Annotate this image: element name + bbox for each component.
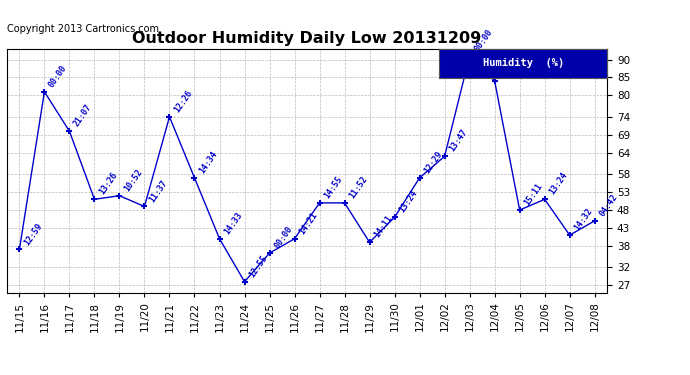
Title: Outdoor Humidity Daily Low 20131209: Outdoor Humidity Daily Low 20131209 <box>132 31 482 46</box>
Text: 04:42: 04:42 <box>598 192 619 218</box>
Text: 21:07: 21:07 <box>72 103 94 128</box>
Text: 00:00: 00:00 <box>473 27 494 53</box>
Text: Copyright 2013 Cartronics.com: Copyright 2013 Cartronics.com <box>7 24 159 34</box>
Text: 23:41: 23:41 <box>497 53 519 78</box>
Text: 13:24: 13:24 <box>397 189 419 214</box>
Text: 12:26: 12:26 <box>172 88 194 114</box>
Text: 14:33: 14:33 <box>222 210 244 236</box>
Text: 14:34: 14:34 <box>197 149 219 175</box>
Text: 00:00: 00:00 <box>273 225 294 250</box>
Text: 12:55: 12:55 <box>247 254 269 279</box>
Text: 12:29: 12:29 <box>422 149 444 175</box>
Text: 14:55: 14:55 <box>322 174 344 200</box>
Text: 00:00: 00:00 <box>47 63 69 89</box>
Text: 10:52: 10:52 <box>122 167 144 193</box>
Text: 13:26: 13:26 <box>97 171 119 196</box>
Text: 13:47: 13:47 <box>447 128 469 153</box>
Text: 14:21: 14:21 <box>297 210 319 236</box>
Text: 11:52: 11:52 <box>347 174 369 200</box>
Text: 14:32: 14:32 <box>573 207 594 232</box>
Text: 12:59: 12:59 <box>22 221 44 247</box>
Text: 14:11: 14:11 <box>373 214 394 240</box>
Text: 13:24: 13:24 <box>547 171 569 196</box>
Text: 15:11: 15:11 <box>522 182 544 207</box>
Text: 11:37: 11:37 <box>147 178 169 204</box>
